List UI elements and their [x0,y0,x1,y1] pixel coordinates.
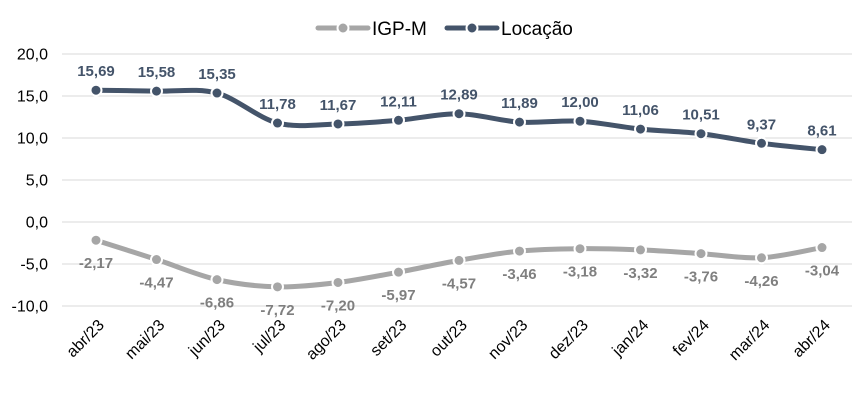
data-point-igp-m [452,253,466,267]
x-tick-label: nov/23 [485,317,531,363]
x-tick-label: mai/23 [122,317,168,363]
data-point-igp-m [513,244,526,258]
data-point-igp-m [331,275,345,289]
data-label-loca-o: 11,67 [320,97,357,114]
data-label-loca-o: 15,58 [138,64,176,81]
data-label-igp-m: -7,20 [321,297,355,314]
data-point-loca-o [452,107,466,121]
data-point-igp-m [815,241,829,255]
data-label-loca-o: 10,51 [682,107,720,124]
data-point-loca-o [89,83,103,97]
y-tick-label: 0,0 [26,215,48,232]
data-point-igp-m [573,242,587,256]
data-label-loca-o: 15,35 [198,66,236,83]
data-point-loca-o [573,114,587,128]
y-tick-label: 20,0 [17,47,48,64]
legend-item-loca-o: Locação [444,19,573,40]
x-tick-label: dez/23 [546,317,592,363]
data-labels: -2,17 -4,47 -6,86 -7,72 -7,20 -5,97 -4,57 -3,46… [77,63,840,319]
data-point-loca-o [755,136,768,150]
data-label-igp-m: -3,76 [684,269,718,286]
data-point-igp-m [89,233,103,247]
data-point-loca-o [331,117,345,131]
x-axis-ticks: abr/23 mai/23 jun/23 jul/23 ago/23 set/23 out/… [64,317,834,364]
data-point-loca-o [210,86,224,100]
data-label-igp-m: -4,47 [139,275,173,292]
data-point-loca-o [513,115,526,129]
data-label-loca-o: 11,78 [259,96,296,113]
data-point-loca-o [150,84,163,98]
data-label-loca-o: 11,06 [622,102,659,119]
data-point-loca-o [815,143,829,157]
data-point-igp-m [755,251,768,265]
data-label-loca-o: 8,61 [807,123,836,140]
data-label-loca-o: 12,89 [440,87,478,104]
legend: IGP-M Locação [315,19,573,40]
x-tick-label: set/23 [367,317,410,360]
data-point-loca-o [271,116,284,130]
data-label-igp-m: -5,97 [381,287,415,304]
x-tick-label: mar/24 [726,317,773,364]
data-label-igp-m: -3,32 [623,265,657,282]
y-tick-label: 15,0 [17,89,48,106]
x-tick-label: ago/23 [303,317,350,364]
legend-item-igp-m: IGP-M [315,19,427,40]
x-tick-label: jul/23 [250,317,290,357]
data-point-igp-m [271,280,284,294]
y-tick-label: -10,0 [12,299,49,316]
y-axis-ticks: 20,0 15,0 10,0 5,0 0,0 -5,0 -10,0 [12,47,49,316]
x-tick-label: out/23 [427,317,471,361]
data-label-loca-o: 12,00 [561,94,599,111]
legend-marker-loca-o [465,21,479,35]
x-tick-label: abr/23 [64,317,108,361]
data-label-igp-m: -3,46 [502,266,536,283]
y-tick-label: 10,0 [17,131,48,148]
data-point-igp-m [210,273,224,287]
data-label-loca-o: 11,89 [501,95,538,112]
x-tick-label: jun/23 [185,317,229,361]
series-lines [89,83,829,294]
data-label-igp-m: -4,26 [744,273,778,290]
data-label-igp-m: -4,57 [442,275,476,292]
data-label-loca-o: 12,11 [380,93,417,110]
data-label-igp-m: -2,17 [79,255,113,272]
data-point-igp-m [634,243,647,257]
y-tick-label: 5,0 [26,173,48,190]
y-tick-label: -5,0 [20,257,48,274]
x-tick-label: jan/24 [609,317,653,361]
data-label-igp-m: -3,04 [805,263,840,280]
legend-marker-igp-m [336,21,350,35]
data-point-igp-m [150,253,163,267]
data-label-igp-m: -7,72 [260,302,294,319]
data-label-loca-o: 9,37 [747,116,776,133]
legend-label-igp-m: IGP-M [372,19,427,40]
data-point-loca-o [694,127,708,141]
data-point-loca-o [634,122,647,136]
data-label-igp-m: -6,86 [200,295,234,312]
data-label-loca-o: 15,69 [77,63,115,80]
legend-label-loca-o: Locação [501,19,573,40]
x-tick-label: abr/24 [790,317,834,361]
data-point-igp-m [392,265,405,279]
data-point-loca-o [392,113,405,127]
data-label-igp-m: -3,18 [563,264,597,281]
data-point-igp-m [694,247,708,261]
x-tick-label: fev/24 [670,317,713,360]
